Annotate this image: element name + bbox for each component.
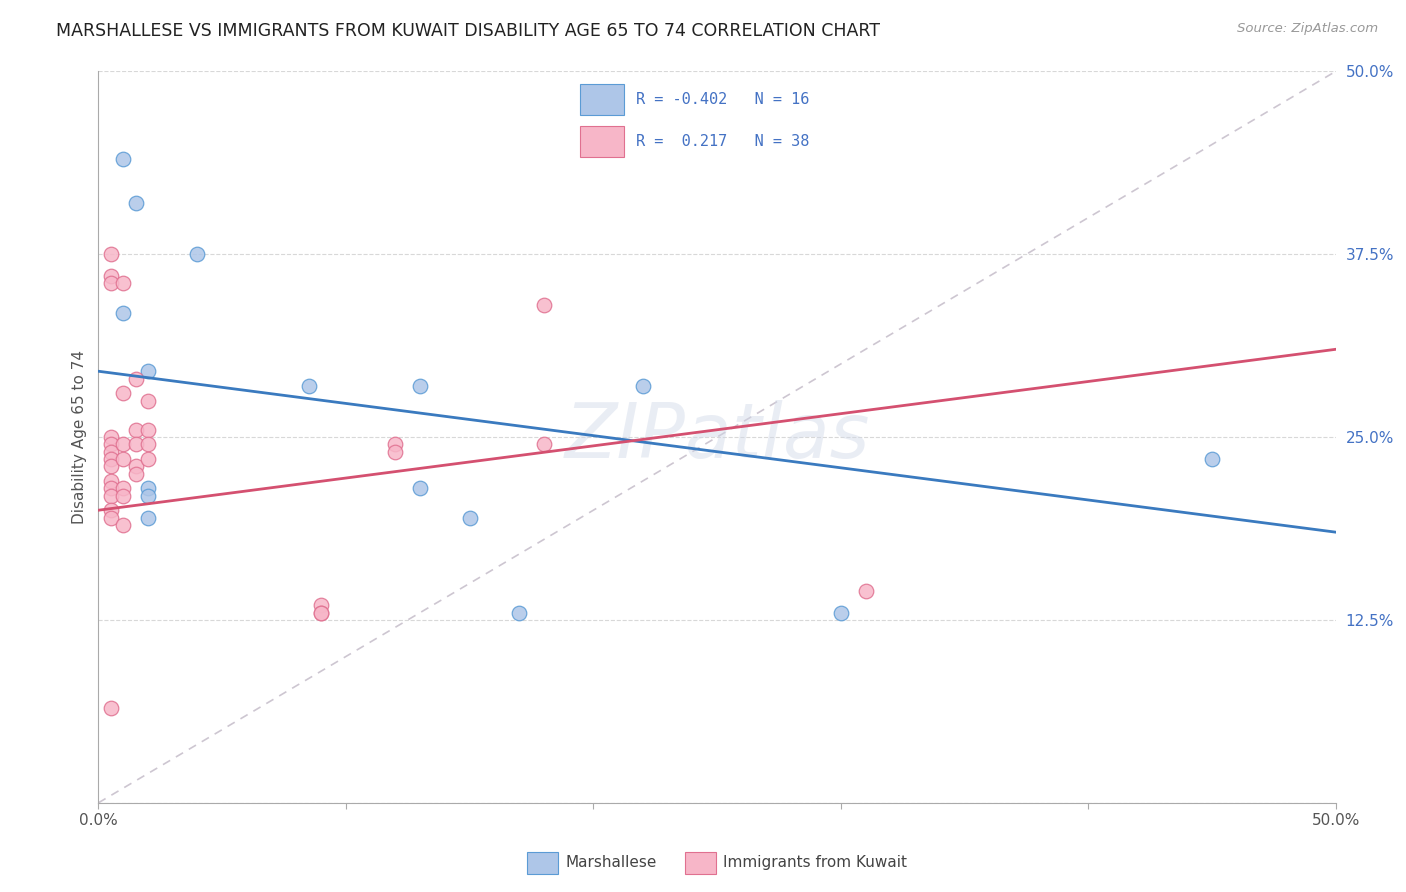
Point (124, 423, 146, 437)
Point (100, 452, 122, 467)
Point (112, 152, 135, 166)
Point (124, 196, 146, 211)
Point (533, 298, 555, 312)
Point (112, 277, 135, 291)
Point (124, 371, 146, 385)
Y-axis label: Disability Age 65 to 74: Disability Age 65 to 74 (72, 350, 87, 524)
Point (830, 606, 852, 620)
Point (100, 437, 122, 451)
Text: ZIPatlas: ZIPatlas (564, 401, 870, 474)
Point (136, 437, 159, 451)
Point (186, 247, 208, 261)
Point (100, 277, 122, 291)
Point (100, 430, 122, 444)
Point (136, 452, 159, 467)
Point (112, 481, 135, 495)
Point (409, 481, 432, 495)
Point (100, 700, 122, 714)
Point (384, 444, 406, 458)
Point (124, 467, 146, 481)
Point (100, 503, 122, 517)
Point (309, 599, 332, 613)
Point (508, 606, 530, 620)
Point (136, 489, 159, 503)
Point (855, 583, 877, 598)
Point (100, 510, 122, 524)
Point (136, 481, 159, 495)
Point (112, 306, 135, 320)
Point (309, 606, 332, 620)
Text: Source: ZipAtlas.com: Source: ZipAtlas.com (1237, 22, 1378, 36)
Point (384, 437, 406, 451)
Point (112, 386, 135, 401)
Point (100, 459, 122, 474)
Point (136, 393, 159, 408)
Point (100, 489, 122, 503)
Point (112, 517, 135, 532)
Point (100, 269, 122, 284)
Point (136, 423, 159, 437)
Text: Immigrants from Kuwait: Immigrants from Kuwait (723, 855, 907, 870)
Point (112, 437, 135, 451)
Point (136, 364, 159, 378)
Point (533, 437, 555, 451)
Point (458, 510, 481, 524)
Point (631, 379, 654, 393)
Point (112, 489, 135, 503)
Point (100, 474, 122, 488)
Point (100, 481, 122, 495)
Point (112, 452, 135, 467)
Point (298, 379, 321, 393)
Point (124, 437, 146, 451)
Point (100, 444, 122, 458)
Text: Marshallese: Marshallese (565, 855, 657, 870)
Point (100, 247, 122, 261)
Text: MARSHALLESE VS IMMIGRANTS FROM KUWAIT DISABILITY AGE 65 TO 74 CORRELATION CHART: MARSHALLESE VS IMMIGRANTS FROM KUWAIT DI… (56, 22, 880, 40)
Point (124, 459, 146, 474)
Point (409, 379, 432, 393)
Point (1201, 452, 1223, 467)
Point (136, 510, 159, 524)
Point (309, 606, 332, 620)
